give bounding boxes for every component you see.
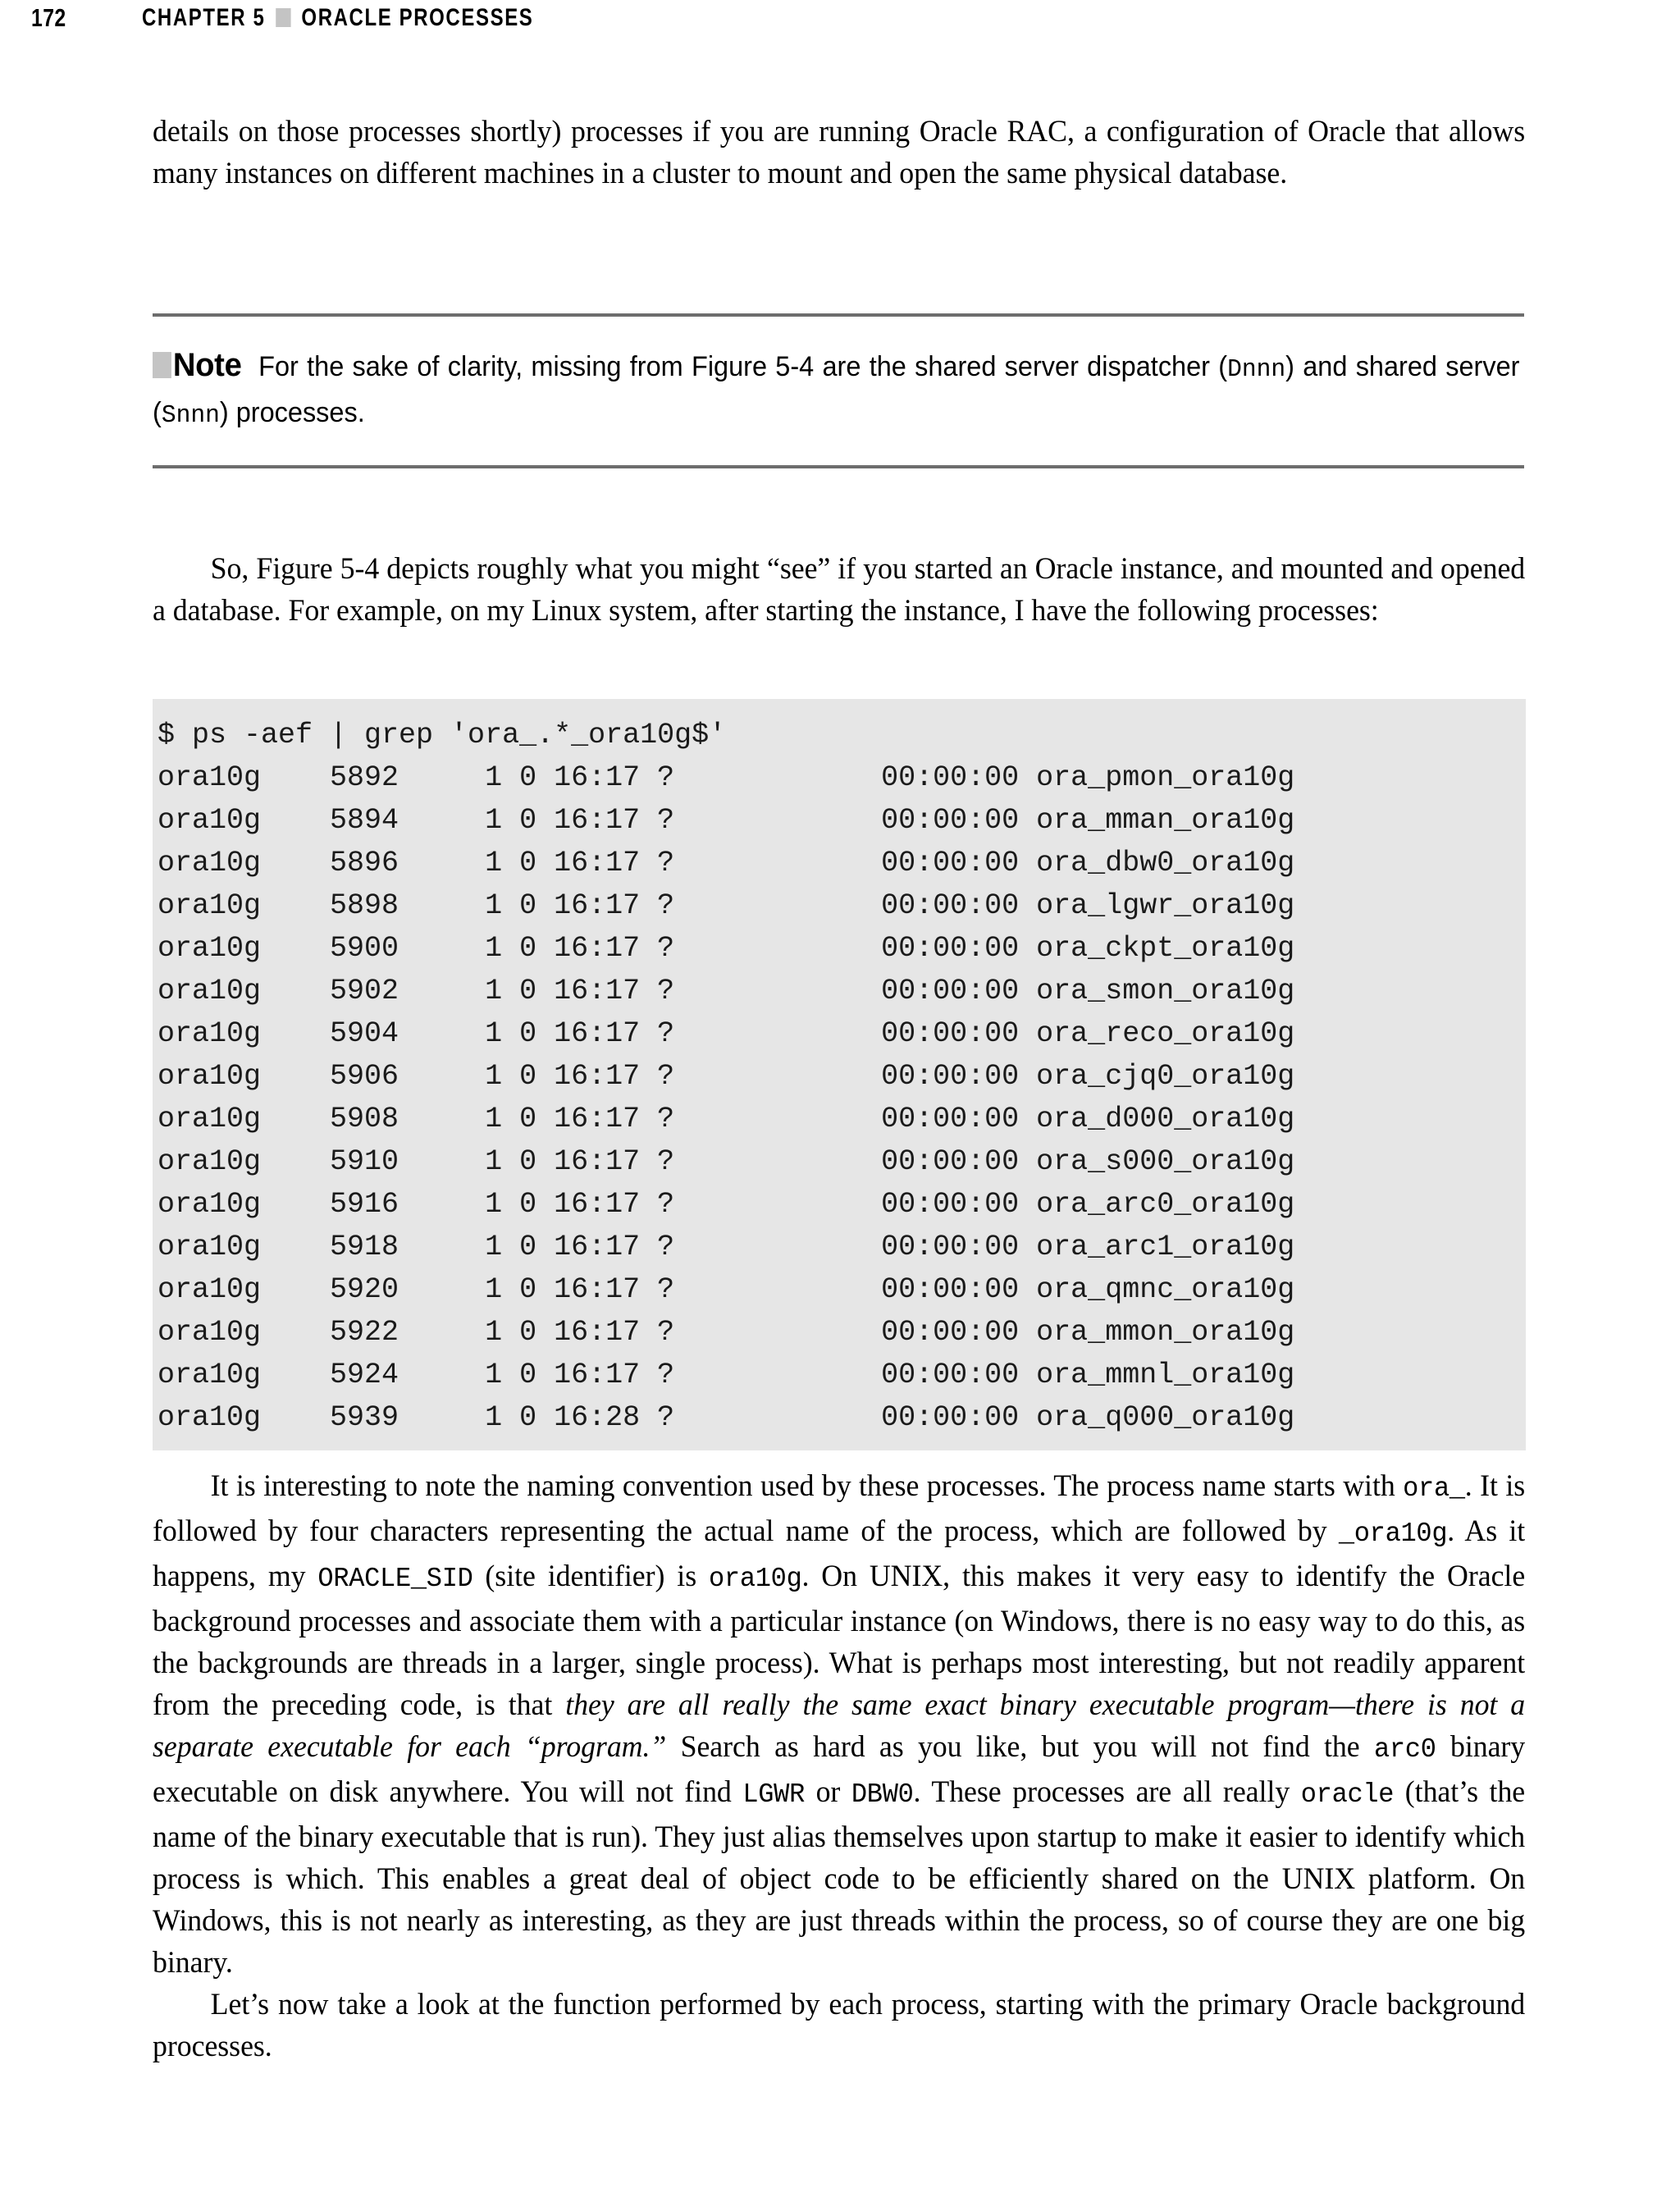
emphasis-same-binary: they are all really the same exact binar… [153,1688,1526,1764]
process-row: ora10g 5918 1 0 16:17 ? 00:00:00 ora_arc… [158,1231,1295,1263]
inline-code-ora-prefix: ora_ [1403,1473,1465,1505]
note-part-2: ) and shared server ( [153,351,1520,428]
naming-convention-block: It is interesting to note the naming con… [153,1465,1526,2067]
naming-convention-paragraph: It is interesting to note the naming con… [153,1465,1525,1984]
note-box: Note For the sake of clarity, missing fr… [153,313,1524,468]
process-row: ora10g 5920 1 0 16:17 ? 00:00:00 ora_qmn… [158,1273,1295,1306]
text-seg-7: binary executable on disk anywhere. You … [153,1730,1526,1809]
process-row: ora10g 5892 1 0 16:17 ? 00:00:00 ora_pmo… [158,761,1295,794]
process-row: ora10g 5908 1 0 16:17 ? 00:00:00 ora_d00… [158,1103,1295,1135]
gray-square-bullet-icon [276,7,291,27]
note-part-3: ) processes. [219,397,365,428]
note-label: Note [172,347,242,383]
note-bottom-rule [153,465,1524,468]
text-seg-6: Search as hard as you like, but you will… [666,1730,1374,1764]
process-row: ora10g 5922 1 0 16:17 ? 00:00:00 ora_mmo… [158,1316,1295,1349]
process-list: ora10g 5892 1 0 16:17 ? 00:00:00 ora_pmo… [153,756,1526,1439]
text-seg-1: It is interesting to note the naming con… [210,1469,1404,1503]
process-row: ora10g 5900 1 0 16:17 ? 00:00:00 ora_ckp… [158,932,1295,965]
figure-intro-paragraph: So, Figure 5-4 depicts roughly what you … [153,552,1526,628]
process-row: ora10g 5894 1 0 16:17 ? 00:00:00 ora_mma… [158,804,1295,837]
text-seg-9: . These processes are all really [913,1775,1301,1809]
process-row: ora10g 5896 1 0 16:17 ? 00:00:00 ora_dbw… [158,847,1295,879]
inline-code-lgwr: LGWR [742,1779,806,1811]
running-head: 172 CHAPTER 5 ORACLE PROCESSES [0,0,1680,36]
inline-code-dbw0: DBW0 [851,1779,914,1811]
text-seg-10: (that’s the name of the binary executabl… [153,1775,1526,1980]
inline-code-arc0: arc0 [1373,1734,1436,1765]
process-row: ora10g 5910 1 0 16:17 ? 00:00:00 ora_s00… [158,1145,1295,1178]
note-square-icon [153,352,171,378]
terminal-code-block: $ ps -aef | grep 'ora_.*_ora10g$' ora10g… [153,699,1526,1450]
page-number: 172 [31,3,66,32]
figure-intro-paragraph-block: So, Figure 5-4 depicts roughly what you … [153,548,1526,632]
inline-code-ora10g-suffix: _ora10g [1338,1519,1448,1550]
note-part-1: For the sake of clarity, missing from Fi… [258,351,1228,382]
process-row: ora10g 5902 1 0 16:17 ? 00:00:00 ora_smo… [158,975,1295,1007]
process-row: ora10g 5904 1 0 16:17 ? 00:00:00 ora_rec… [158,1017,1295,1050]
text-seg-5: . On UNIX, this makes it very easy to id… [153,1560,1526,1722]
inline-code-ora10g: ora10g [709,1564,802,1595]
process-row: ora10g 5906 1 0 16:17 ? 00:00:00 ora_cjq… [158,1060,1295,1093]
note-text: Note For the sake of clarity, missing fr… [153,344,1519,437]
chapter-label: CHAPTER 5 [142,4,266,31]
note-top-rule [153,313,1524,317]
process-row: ora10g 5924 1 0 16:17 ? 00:00:00 ora_mmn… [158,1359,1295,1391]
paragraph-continuation: details on those processes shortly) proc… [153,115,1526,190]
text-seg-3: . As it happens, my [153,1514,1526,1593]
intro-paragraph-block: details on those processes shortly) proc… [153,111,1526,194]
inline-code-oracle-sid: ORACLE_SID [317,1564,473,1595]
code-command-line: $ ps -aef | grep 'ora_.*_ora10g$' [158,719,727,751]
chapter-subject: ORACLE PROCESSES [301,4,534,31]
chapter-title: CHAPTER 5 ORACLE PROCESSES [142,4,533,32]
inline-code-oracle: oracle [1300,1779,1395,1811]
process-row: ora10g 5898 1 0 16:17 ? 00:00:00 ora_lgw… [158,889,1295,922]
closing-paragraph: Let’s now take a look at the function pe… [153,1988,1526,2063]
text-seg-2: . It is followed by four characters repr… [153,1469,1526,1548]
process-row: ora10g 5916 1 0 16:17 ? 00:00:00 ora_arc… [158,1188,1295,1221]
process-row: ora10g 5939 1 0 16:28 ? 00:00:00 ora_q00… [158,1401,1295,1434]
note-code-snnn: Snnn [161,401,220,430]
text-seg-8: or [805,1775,851,1809]
note-code-dnnn: Dnnn [1227,355,1286,384]
text-seg-4: (site identifier) is [472,1560,710,1593]
